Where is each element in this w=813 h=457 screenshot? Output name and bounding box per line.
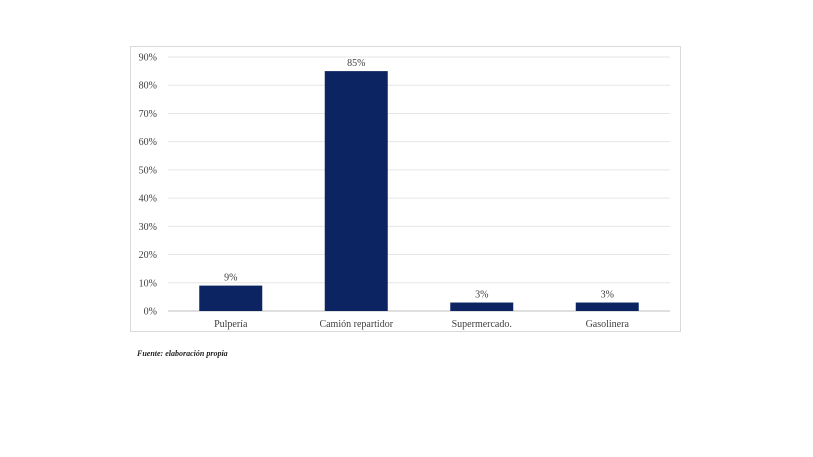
data-label: 3% [601,290,614,301]
chart-container: 0% 10% 20% 30% 40% 50% 60% 70% 80% 90% 9% Pulpería 8… [130,46,681,332]
y-tick-label: 60% [139,137,157,148]
y-tick-label: 20% [139,250,157,261]
category-label: Supermercado. [452,319,512,330]
data-label: 9% [224,273,237,284]
y-tick-label: 70% [139,109,157,120]
data-label: 3% [475,290,488,301]
bar [575,302,639,311]
y-tick-label: 40% [139,194,157,205]
y-tick-label: 90% [139,53,157,64]
source-note: Fuente: elaboración propia [137,349,228,358]
data-label: 85% [347,58,365,69]
y-tick-label: 0% [144,307,157,318]
category-label: Gasolinera [586,319,630,330]
bar [324,71,388,311]
bar [450,302,514,311]
category-label: Pulpería [214,319,248,330]
category-label: Camión repartidor [319,319,393,330]
y-tick-label: 80% [139,81,157,92]
bar-chart: 0% 10% 20% 30% 40% 50% 60% 70% 80% 90% 9% Pulpería 8… [139,53,670,330]
y-tick-label: 10% [139,278,157,289]
y-tick-label: 30% [139,222,157,233]
bar [199,285,263,311]
y-tick-label: 50% [139,165,157,176]
